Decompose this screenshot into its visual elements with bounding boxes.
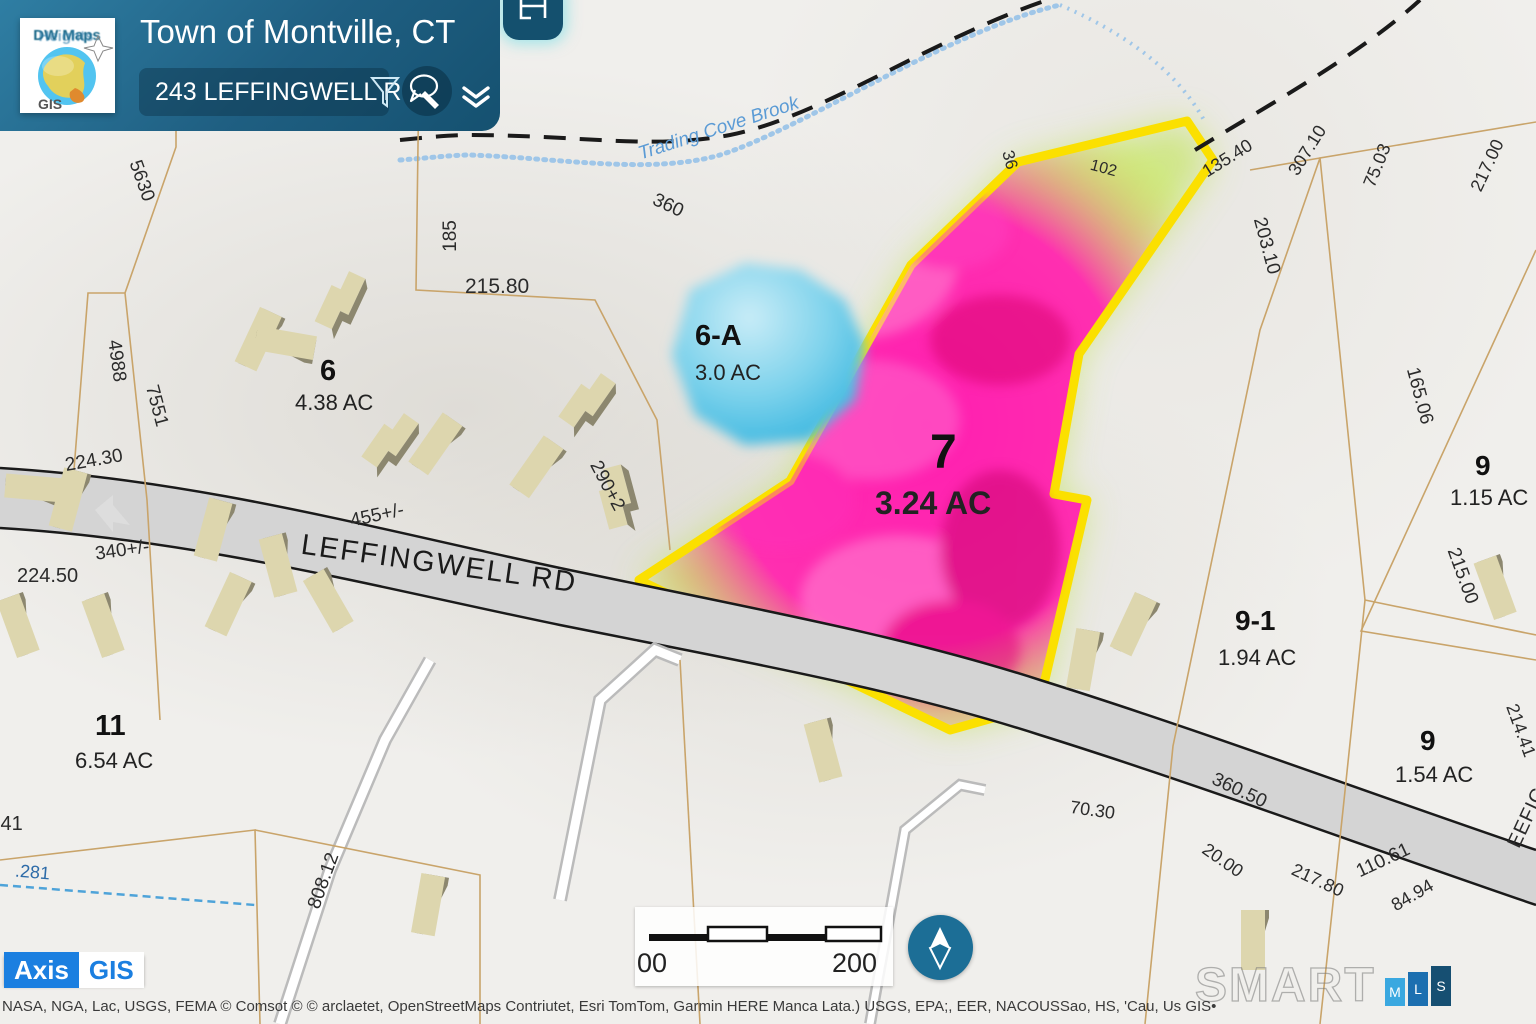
svg-text:GIS: GIS	[38, 96, 62, 112]
svg-text:00: 00	[637, 948, 667, 978]
svg-text:200: 200	[832, 948, 877, 978]
svg-text:Heights: Heights	[38, 28, 93, 45]
